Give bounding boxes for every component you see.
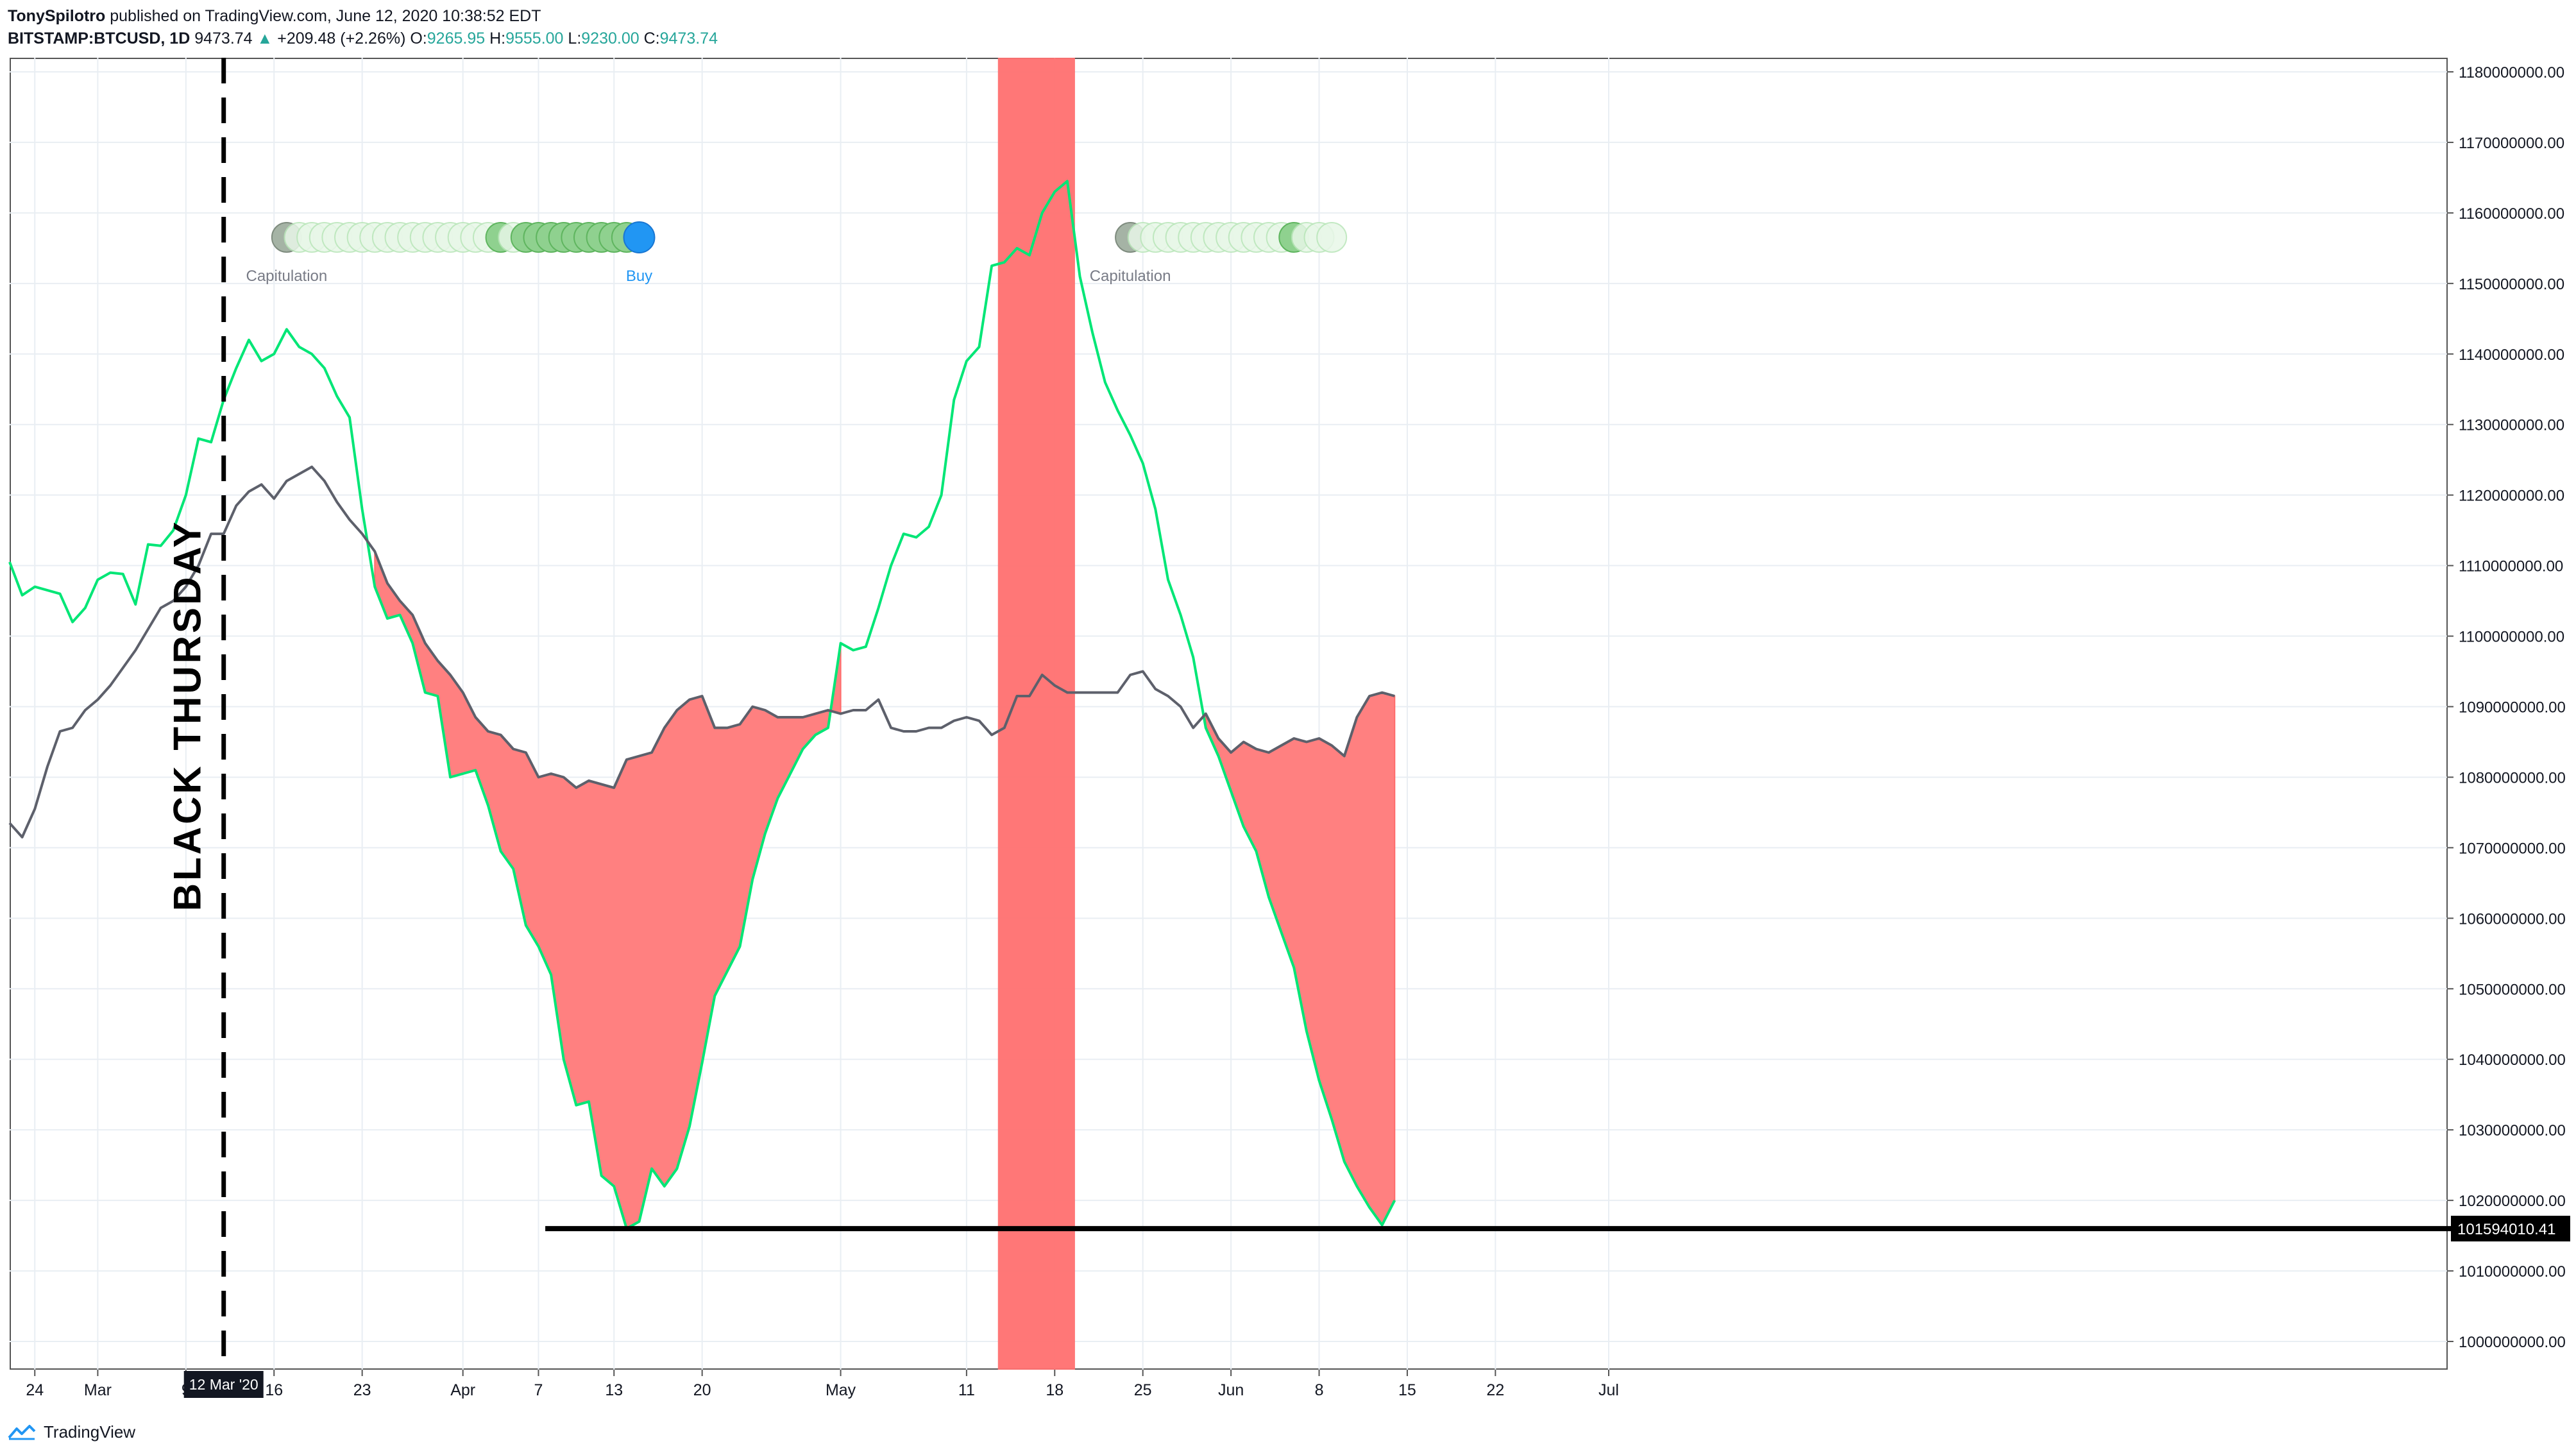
y-tick-label: 1040000000.00 [2459,1051,2566,1069]
y-tick-label: 1020000000.00 [2459,1193,2566,1210]
y-tick-label: 1130000000.00 [2459,417,2564,434]
symbol-line: BITSTAMP:BTCUSD, 1D 9473.74 ▲ +209.48 (+… [8,28,718,50]
capitulation-label: Capitulation [1090,268,1171,285]
x-tick-label: 22 [1486,1381,1504,1399]
open-label: O: [410,30,427,47]
chart-header: TonySpilotro published on TradingView.co… [8,5,718,50]
footer: TradingView [8,1419,135,1445]
x-tick-label: 18 [1046,1381,1063,1399]
y-tick-label: 1070000000.00 [2459,840,2566,857]
signal-markers[interactable] [271,221,1348,253]
y-tick-label: 1030000000.00 [2459,1122,2566,1139]
footer-brand[interactable]: TradingView [44,1422,136,1442]
x-tick-label: 15 [1398,1381,1416,1399]
green-series-line [8,180,1396,1230]
y-tick-label: 1180000000.00 [2459,64,2564,81]
close-value: 9473.74 [659,30,718,47]
x-tick-label: 24 [26,1381,44,1399]
x-tick-label: 25 [1134,1381,1152,1399]
x-tick-label: 23 [353,1381,371,1399]
close-label: C: [643,30,660,47]
symbol-name[interactable]: BITSTAMP:BTCUSD, 1D [8,30,191,47]
divergence-fill [374,551,842,1230]
x-tick-label: 16 [265,1381,283,1399]
capitulation-label: Capitulation [246,268,327,285]
series-lines [8,180,1396,1230]
chart-frame[interactable] [10,58,2448,1370]
support-price-box [2451,1216,2570,1242]
y-tick-label: 1110000000.00 [2459,558,2563,575]
low-label: L: [568,30,582,47]
published-text: published on TradingView.com, June 12, 2… [110,7,541,25]
price-change: +209.48 (+2.26%) [277,30,406,47]
axes: 1180000000.00 1170000000.00 1160000000.00 1… [26,64,2570,1399]
crosshair-date-label: 12 Mar '20 [189,1376,258,1393]
x-tick-label: Mar [84,1381,112,1399]
black-thursday-label: BLACK THURSDAY [166,520,209,911]
x-tick-label: May [826,1381,856,1399]
y-tick-label: 1080000000.00 [2459,769,2566,787]
gray-series-line [8,465,1395,838]
y-tick-label: 1170000000.00 [2459,135,2564,152]
high-value: 9555.00 [505,30,564,47]
buy-signal-circle[interactable] [623,221,656,253]
annotations: Capitulation Capitulation Buy BLACK THURSDA… [166,58,2556,1370]
y-tick-label: 1000000000.00 [2459,1334,2566,1351]
low-value: 9230.00 [581,30,640,47]
signal-circle[interactable] [1316,222,1348,253]
author-name[interactable]: TonySpilotro [8,7,106,25]
divergence-fill-layer [374,551,1396,1230]
open-value: 9265.95 [427,30,486,47]
y-tick-label: 1090000000.00 [2459,699,2566,717]
divergence-fill [1205,692,1396,1227]
crosshair-date-box [183,1371,264,1398]
y-tick-label: 1120000000.00 [2459,488,2564,505]
y-tick-label: 1160000000.00 [2459,205,2564,223]
tradingview-logo-icon[interactable] [8,1424,36,1440]
high-label: H: [489,30,506,47]
x-tick-label: 11 [958,1381,975,1399]
y-tick-label: 1010000000.00 [2459,1263,2566,1281]
x-tick-label: 13 [605,1381,623,1399]
y-tick-label: 1060000000.00 [2459,910,2566,928]
change-up-icon: ▲ [257,30,273,47]
buy-label: Buy [626,268,652,285]
x-tick-label: 20 [693,1381,711,1399]
publish-line: TonySpilotro published on TradingView.co… [8,5,718,28]
x-tick-label: 8 [1315,1381,1324,1399]
x-tick-label: Apr [450,1381,475,1399]
x-tick-label: Jul [1598,1381,1619,1399]
y-tick-label: 1050000000.00 [2459,981,2566,998]
y-tick-label: 1150000000.00 [2459,276,2564,293]
support-price-label: 101594010.41 [2457,1221,2556,1238]
y-tick-label: 1100000000.00 [2459,629,2564,646]
y-tick-label: 1140000000.00 [2459,346,2564,364]
last-price: 9473.74 [194,30,253,47]
x-tick-label: 7 [534,1381,543,1399]
grid [10,58,2447,1370]
x-tick-label: Jun [1218,1381,1244,1399]
